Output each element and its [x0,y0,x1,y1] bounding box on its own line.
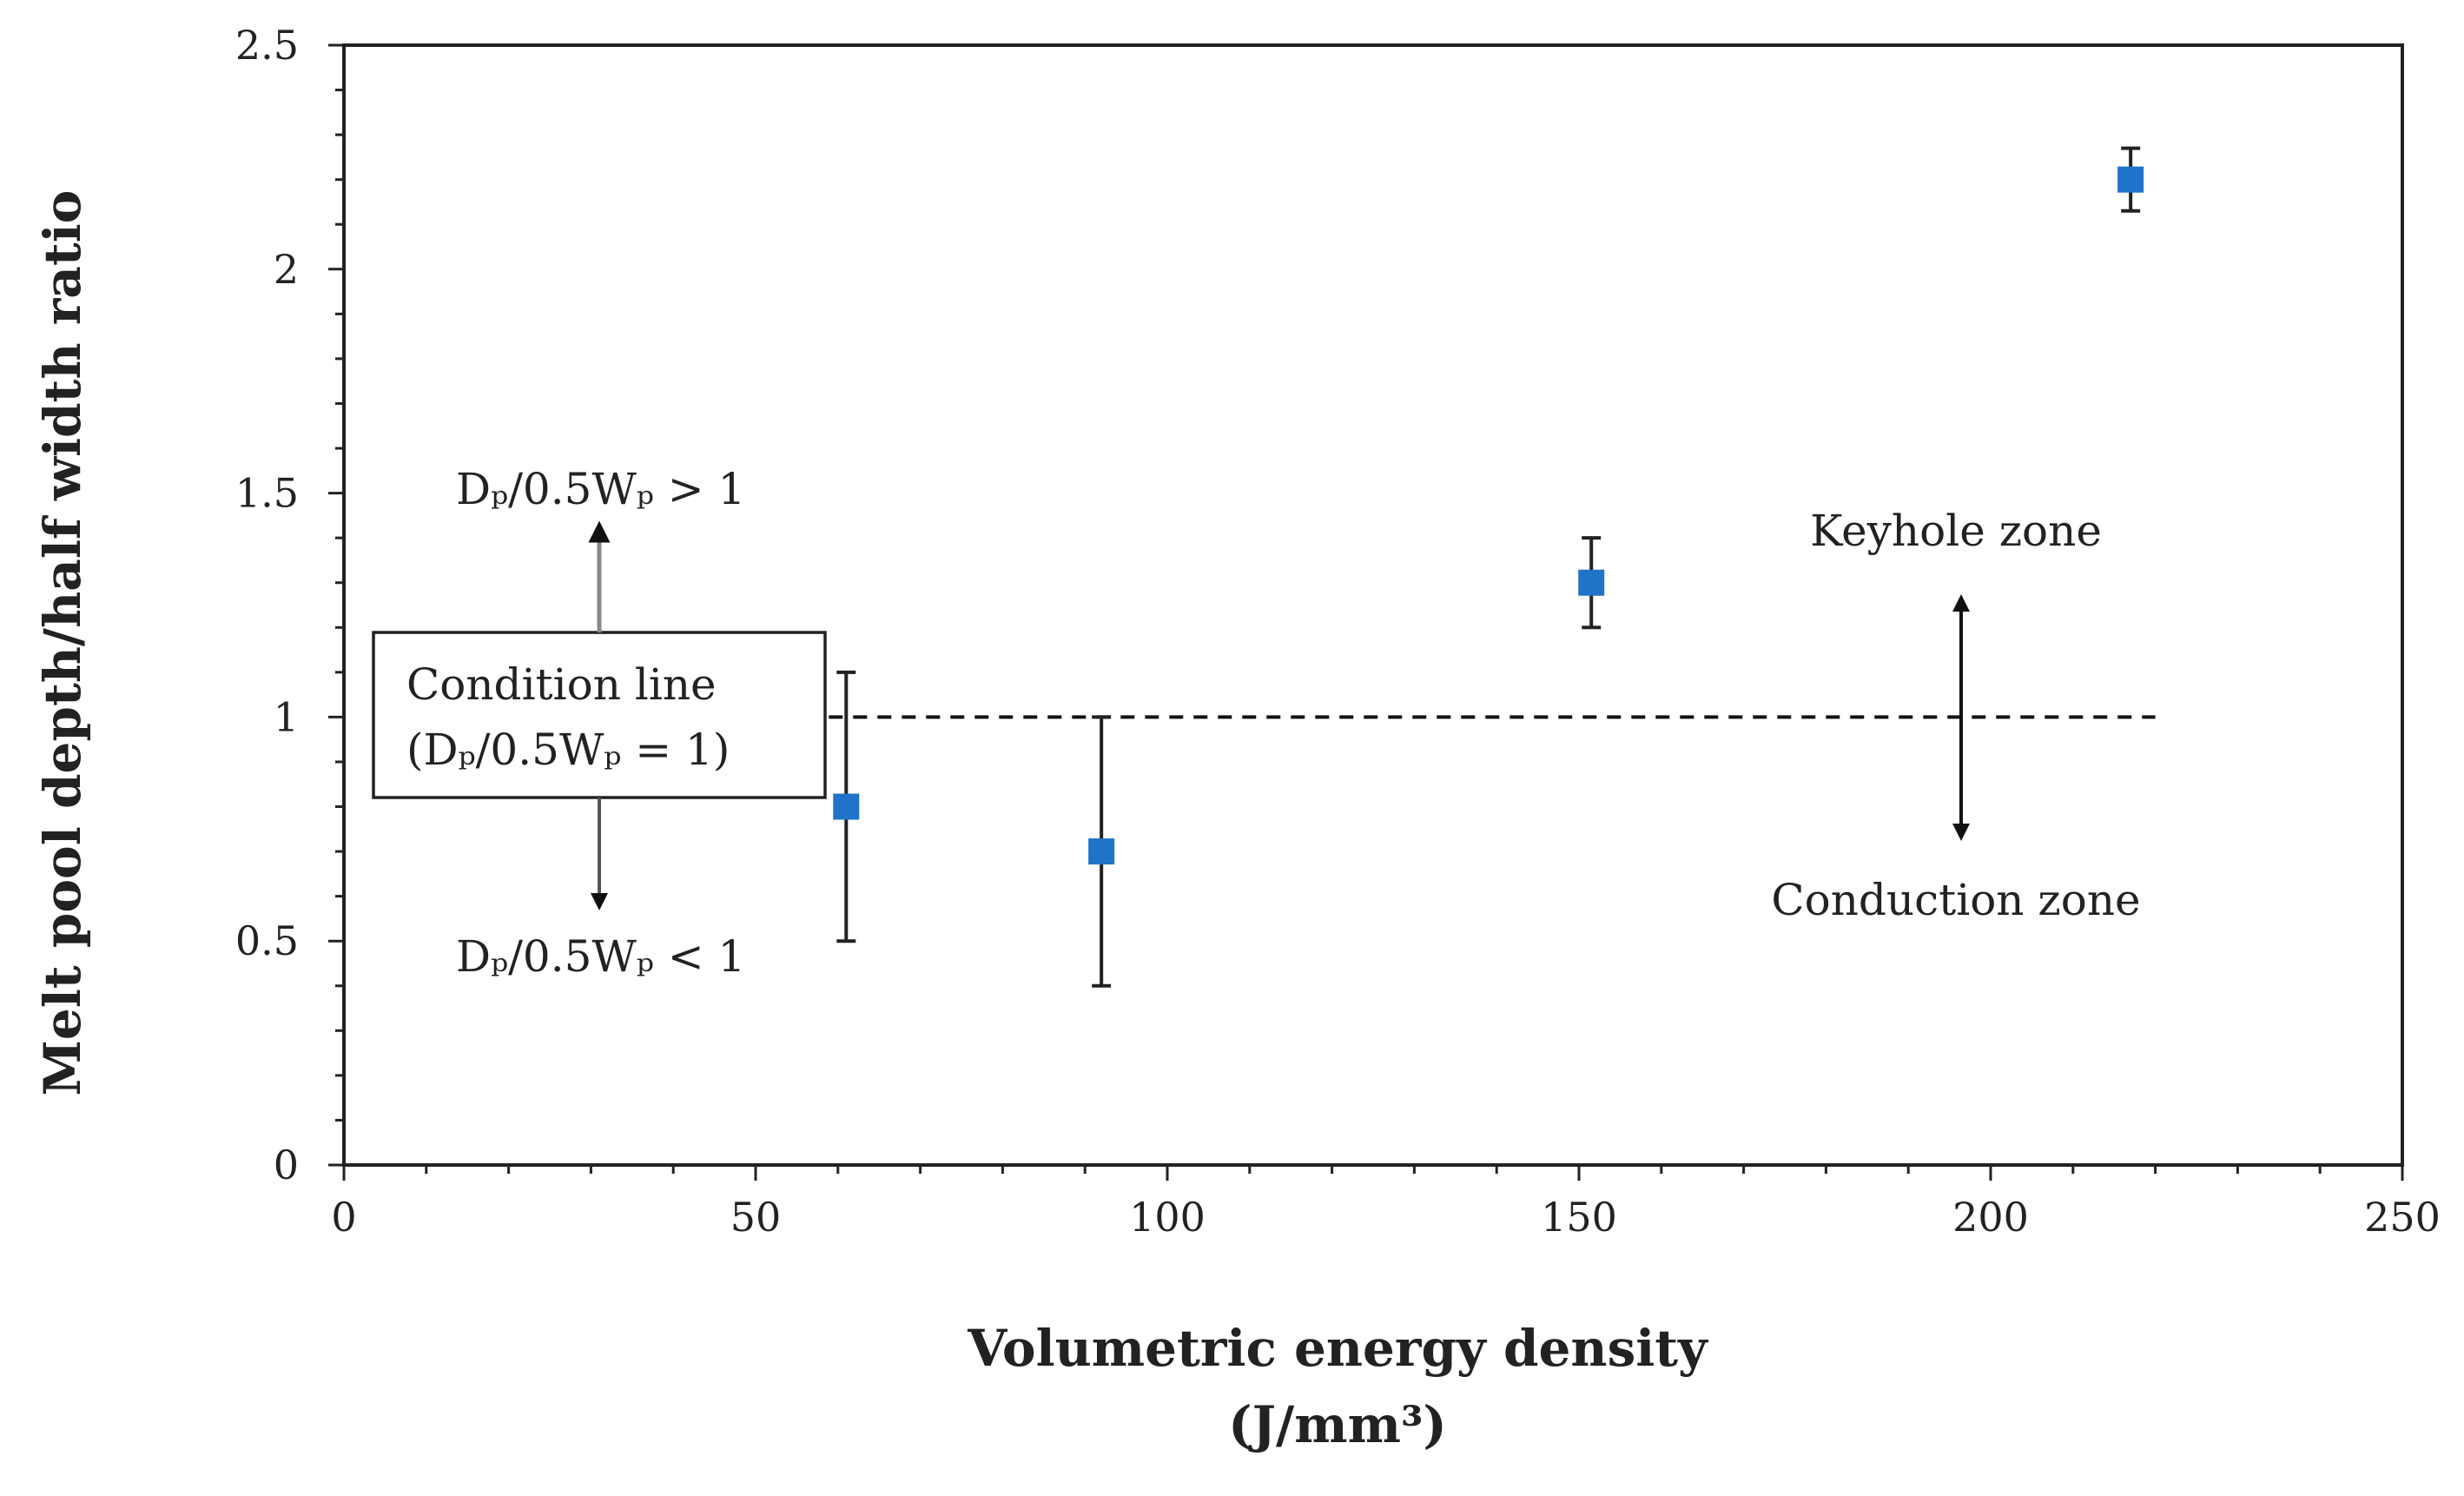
x-axis: 0 50 100 150 200 250 [331,1165,2441,1241]
data-point [833,793,860,820]
plot-area [342,43,2404,1167]
y-axis: 0 0.5 1 1.5 2 2.5 [235,22,344,1188]
data-point [2117,166,2144,193]
above-label: Dₚ/0.5Wₚ > 1 [456,464,745,514]
data-point [1578,569,1605,596]
condition-box-line2: (Dₚ/0.5Wₚ = 1) [406,725,730,775]
x-axis-unit: (J/mm³) [1228,1395,1447,1454]
x-tick-label: 100 [1129,1194,1206,1241]
data-point [1088,838,1115,865]
x-tick-label: 150 [1541,1194,1617,1241]
condition-box-line1: Condition line [406,659,717,710]
y-tick-label: 0 [274,1142,299,1188]
condition-box [372,631,827,799]
y-tick-label: 2 [274,246,299,293]
keyhole-zone-label: Keyhole zone [1810,506,2102,556]
below-label: Dₚ/0.5Wₚ < 1 [456,931,745,982]
x-tick-label: 250 [2364,1194,2441,1241]
x-tick-label: 0 [331,1194,356,1241]
x-axis-title: Volumetric energy density [967,1319,1709,1378]
y-tick-label: 1.5 [235,470,299,517]
y-tick-label: 1 [274,693,299,740]
conduction-zone-label: Conduction zone [1771,875,2140,925]
x-tick-label: 50 [730,1194,782,1241]
x-tick-label: 200 [1952,1194,2029,1241]
data-series [833,146,2144,988]
y-tick-label: 2.5 [235,22,299,69]
y-axis-title: Melt pool depth/half width ratio [33,190,92,1096]
y-tick-label: 0.5 [235,917,299,964]
